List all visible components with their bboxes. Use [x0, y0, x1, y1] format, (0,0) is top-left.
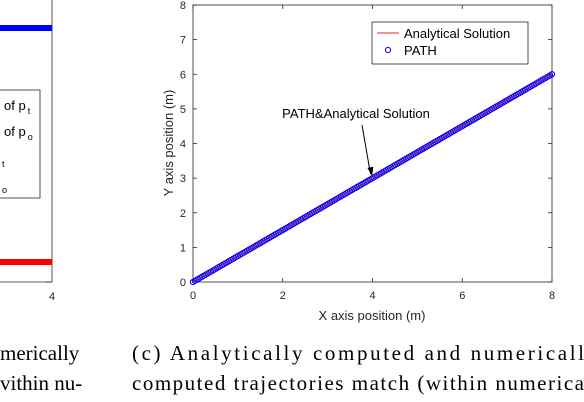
- legend-label-analytical: Analytical Solution: [404, 26, 510, 41]
- y-tick-label: 3: [180, 173, 186, 185]
- x-axis-label: X axis position (m): [319, 308, 426, 323]
- svg-text:t: t: [2, 159, 5, 169]
- chart-legend: Analytical Solution PATH: [371, 21, 529, 65]
- y-tick-label: 8: [180, 0, 186, 12]
- legend-swatch-path: [384, 46, 392, 54]
- y-tick-label: 6: [180, 69, 186, 81]
- left-panel-legend: [0, 89, 41, 199]
- y-tick-label: 5: [180, 104, 186, 116]
- left-panel-tick-label: 4: [49, 291, 55, 303]
- x-tick-label: 6: [459, 290, 465, 302]
- svg-text:of po: of po: [4, 124, 33, 142]
- svg-text:o: o: [2, 185, 7, 195]
- caption-line-2: computed trajectories match (within nume…: [132, 371, 584, 395]
- annotation-arrow: [361, 124, 371, 175]
- caption-line-1: (c) Analytically computed and numericall: [132, 341, 584, 365]
- left-caption-line-2: vithin nu-: [0, 371, 82, 395]
- left-caption-line-1: merically: [0, 341, 80, 365]
- legend-label-path: PATH: [404, 43, 437, 58]
- y-tick-label: 7: [180, 35, 186, 47]
- left-legend-line-2: of p: [4, 124, 26, 139]
- path-marker: [548, 71, 556, 78]
- trajectory-chart: 0 2 4 6 8 0 1 2 3 4 5 6 7 8 X axis position (m) Y axi…: [161, 0, 556, 323]
- legend-box: [371, 21, 529, 65]
- y-tick-label: 1: [180, 242, 186, 254]
- analytical-line: [192, 73, 553, 283]
- svg-text:of pt: of pt: [4, 98, 31, 116]
- y-tick-label: 0: [180, 277, 186, 289]
- left-legend-line-1: of p: [4, 98, 26, 113]
- x-tick-label: 0: [190, 290, 196, 302]
- x-tick-label: 4: [369, 290, 375, 302]
- y-tick-label: 2: [180, 208, 186, 220]
- y-axis-label: Y axis position (m): [161, 90, 176, 197]
- x-tick-label: 8: [549, 290, 555, 302]
- series-layer: [189, 71, 556, 286]
- x-tick-label: 2: [280, 290, 286, 302]
- annotation-label: PATH&Analytical Solution: [282, 106, 430, 121]
- y-tick-label: 4: [180, 139, 186, 151]
- tick-layer: 0 2 4 6 8 0 1 2 3 4 5 6 7 8: [180, 0, 555, 302]
- annotation-arrowhead: [367, 166, 374, 177]
